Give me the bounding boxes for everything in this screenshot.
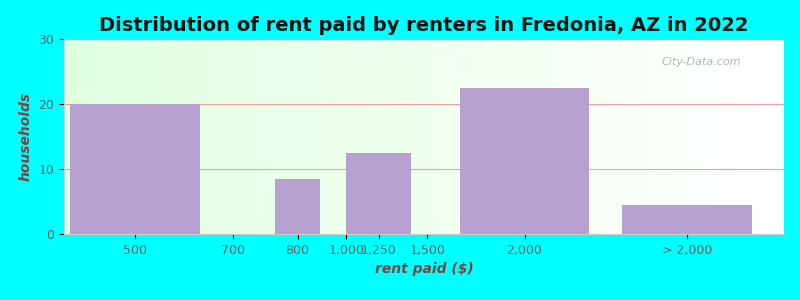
Title: Distribution of rent paid by renters in Fredonia, AZ in 2022: Distribution of rent paid by renters in … bbox=[99, 16, 749, 35]
Y-axis label: households: households bbox=[19, 92, 33, 181]
Bar bbox=[275, 179, 320, 234]
Bar bbox=[460, 88, 590, 234]
Bar bbox=[70, 104, 200, 234]
X-axis label: rent paid ($): rent paid ($) bbox=[374, 262, 474, 276]
Text: City-Data.com: City-Data.com bbox=[662, 57, 741, 68]
Bar bbox=[622, 205, 751, 234]
Bar bbox=[346, 153, 411, 234]
